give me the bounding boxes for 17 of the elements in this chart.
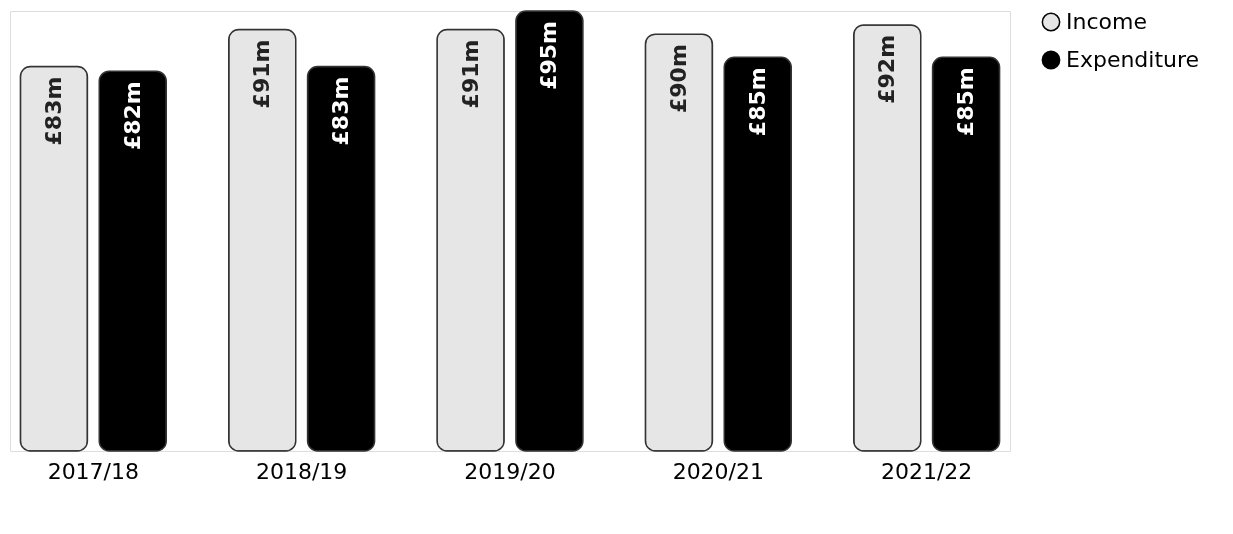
x-tick-label: 2020/21 <box>672 458 765 484</box>
x-tick-label: 2017/18 <box>47 458 140 484</box>
legend-label: Income <box>1066 9 1147 34</box>
x-tick-label: 2019/20 <box>464 458 556 484</box>
data-label: £82m <box>119 81 145 151</box>
data-label: £91m <box>249 39 275 109</box>
x-tick-label: 2021/22 <box>880 458 973 484</box>
data-label: £85m <box>744 67 770 137</box>
data-label: £91m <box>457 39 483 109</box>
data-label: £90m <box>665 44 691 114</box>
data-label: £95m <box>536 21 562 90</box>
data-label: £92m <box>874 34 900 104</box>
data-label: £83m <box>328 76 354 146</box>
data-label: £85m <box>953 67 979 137</box>
x-tick-label: 2018/19 <box>255 458 348 484</box>
data-label: £83m <box>40 76 66 146</box>
legend-label: Expenditure <box>1066 47 1200 72</box>
